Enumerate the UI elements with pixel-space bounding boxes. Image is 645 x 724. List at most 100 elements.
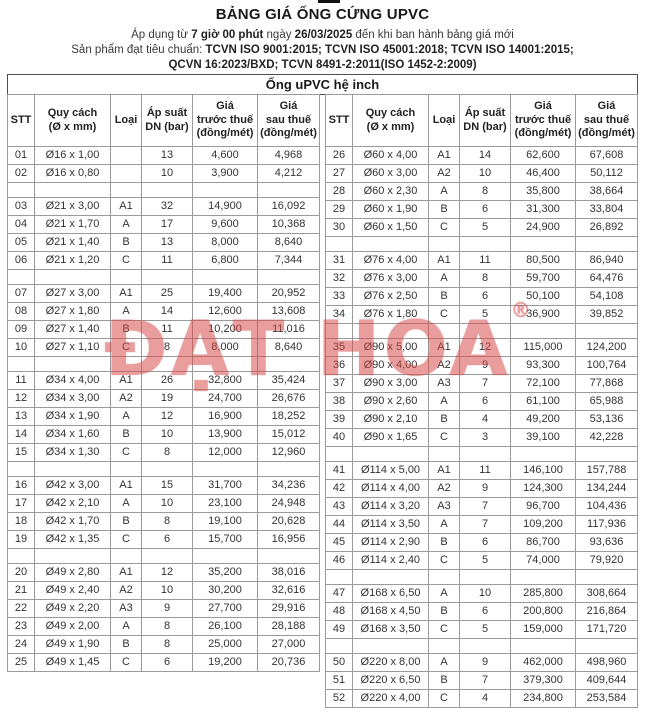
- cell-dn: [141, 461, 193, 477]
- cell-size: Ø168 x 4,50: [352, 602, 429, 621]
- cell-pre: 62,600: [510, 146, 576, 165]
- header-row: STT Quy cách (Ø x mm) Loại Áp suất DN (b…: [325, 94, 638, 147]
- cell-post: 42,228: [575, 428, 638, 447]
- table-row: 17 Ø42 x 2,10 A 10 23,100 24,948: [7, 494, 320, 513]
- table-row: 52 Ø220 x 4,00 C 4 234,800 253,584: [325, 689, 638, 708]
- cell-stt: 28: [325, 182, 353, 201]
- cell-size: Ø76 x 2,50: [352, 287, 429, 306]
- cell-stt: 08: [7, 302, 35, 321]
- cell-post: [257, 356, 320, 372]
- cell-size: [34, 356, 111, 372]
- cell-pre: 462,000: [510, 653, 576, 672]
- cell-dn: 12: [141, 563, 193, 582]
- cell-post: 117,936: [575, 515, 638, 534]
- cell-stt: 05: [7, 233, 35, 252]
- cell-type: [428, 569, 460, 585]
- table-row: 29 Ø60 x 1,90 B 6 31,300 33,804: [325, 200, 638, 219]
- cell-pre: 159,000: [510, 620, 576, 639]
- spacer-row: [7, 356, 320, 372]
- cell-type: B: [428, 200, 460, 219]
- cell-size: [34, 269, 111, 285]
- col-header-dn: Áp suất DN (bar): [141, 94, 193, 147]
- cell-stt: 31: [325, 251, 353, 270]
- cell-type: B: [110, 635, 142, 654]
- cell-stt: 29: [325, 200, 353, 219]
- table-row: 45 Ø114 x 2,90 B 6 86,700 93,636: [325, 533, 638, 552]
- cell-post: 26,676: [257, 389, 320, 408]
- cell-stt: 46: [325, 551, 353, 570]
- cell-size: Ø76 x 1,80: [352, 305, 429, 324]
- cell-pre: 61,100: [510, 392, 576, 411]
- cell-size: Ø27 x 3,00: [34, 284, 111, 303]
- cell-dn: 10: [141, 164, 193, 183]
- table-row: 38 Ø90 x 2,60 A 6 61,100 65,988: [325, 392, 638, 411]
- cell-stt: 09: [7, 320, 35, 339]
- table-row: 19 Ø42 x 1,35 C 6 15,700 16,956: [7, 530, 320, 549]
- cell-dn: 8: [141, 443, 193, 462]
- cell-size: Ø60 x 1,90: [352, 200, 429, 219]
- validity-line: Áp dụng từ 7 giờ 00 phút ngày 26/03/2025…: [131, 29, 514, 41]
- cell-pre: 13,900: [192, 425, 258, 444]
- table-row: 50 Ø220 x 8,00 A 9 462,000 498,960: [325, 653, 638, 672]
- cell-type: [428, 638, 460, 654]
- cell-size: Ø90 x 2,10: [352, 410, 429, 429]
- cell-type: C: [110, 251, 142, 270]
- cell-post: 54,108: [575, 287, 638, 306]
- cell-pre: 59,700: [510, 269, 576, 288]
- cell-dn: 11: [459, 251, 511, 270]
- cell-pre: 124,300: [510, 479, 576, 498]
- cell-pre: [192, 269, 258, 285]
- col-header-price-posttax: Giá sau thuế (đồng/mét): [575, 94, 638, 147]
- cell-size: [352, 323, 429, 339]
- cell-size: Ø114 x 2,90: [352, 533, 429, 552]
- cell-size: Ø90 x 5,00: [352, 338, 429, 357]
- cell-size: [352, 638, 429, 654]
- page-title: BẢNG GIÁ ỐNG CỨNG UPVC: [215, 6, 430, 23]
- cell-pre: 4,600: [192, 146, 258, 165]
- cell-dn: 14: [459, 146, 511, 165]
- cell-stt: 02: [7, 164, 35, 183]
- cell-stt: [7, 269, 35, 285]
- cell-dn: 10: [141, 425, 193, 444]
- cell-post: 4,968: [257, 146, 320, 165]
- table-row: 28 Ø60 x 2,30 A 8 35,800 38,664: [325, 182, 638, 201]
- cell-dn: 6: [459, 287, 511, 306]
- table-row: 11 Ø34 x 4,00 A1 26 32,800 35,424: [7, 371, 320, 390]
- cell-stt: 22: [7, 599, 35, 618]
- cell-type: A2: [428, 164, 460, 183]
- cell-dn: 11: [459, 461, 511, 480]
- cell-type: C: [428, 428, 460, 447]
- table-row: 23 Ø49 x 2,00 A 8 26,100 28,188: [7, 617, 320, 636]
- cell-stt: 20: [7, 563, 35, 582]
- table-row: 13 Ø34 x 1,90 A 12 16,900 18,252: [7, 407, 320, 426]
- col-header-stt: STT: [7, 94, 35, 147]
- cell-size: Ø34 x 1,90: [34, 407, 111, 426]
- cell-dn: 9: [459, 479, 511, 498]
- cell-type: C: [110, 653, 142, 672]
- cell-post: 104,436: [575, 497, 638, 516]
- cell-dn: 7: [459, 374, 511, 393]
- cell-stt: [325, 236, 353, 252]
- cell-type: [110, 356, 142, 372]
- table-row: 36 Ø90 x 4,00 A2 9 93,300 100,764: [325, 356, 638, 375]
- cell-pre: 14,900: [192, 197, 258, 216]
- cell-stt: 17: [7, 494, 35, 513]
- cell-stt: 06: [7, 251, 35, 270]
- table-row: 03 Ø21 x 3,00 A1 32 14,900 16,092: [7, 197, 320, 216]
- cell-size: Ø168 x 6,50: [352, 584, 429, 603]
- cell-dn: 15: [141, 476, 193, 495]
- cell-stt: 37: [325, 374, 353, 393]
- cell-size: Ø90 x 1,65: [352, 428, 429, 447]
- table-row: 30 Ø60 x 1,50 C 5 24,900 26,892: [325, 218, 638, 237]
- cell-post: 216,864: [575, 602, 638, 621]
- cell-post: 24,948: [257, 494, 320, 513]
- cell-size: Ø90 x 4,00: [352, 356, 429, 375]
- table-row: 44 Ø114 x 3,50 A 7 109,200 117,936: [325, 515, 638, 534]
- standards-line-2: QCVN 16:2023/BXD; TCVN 8491-2:2011(ISO 1…: [168, 59, 477, 71]
- cell-type: [110, 182, 142, 198]
- cell-post: 33,804: [575, 200, 638, 219]
- cell-stt: 27: [325, 164, 353, 183]
- cell-dn: 6: [141, 653, 193, 672]
- cell-stt: 04: [7, 215, 35, 234]
- cell-type: A: [110, 302, 142, 321]
